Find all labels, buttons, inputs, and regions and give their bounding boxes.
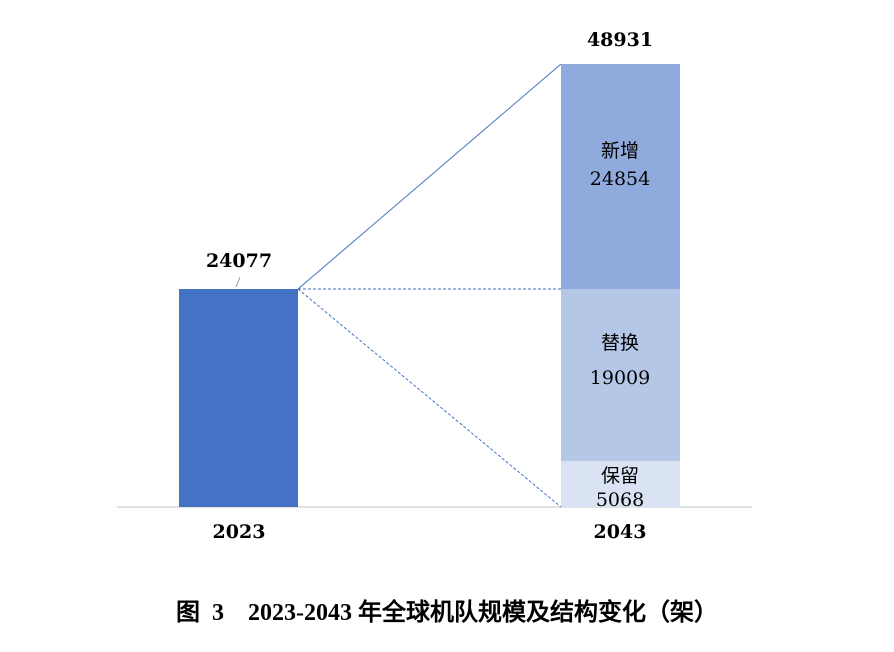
segment-value-retain: 5068 xyxy=(596,489,644,511)
segment-name-new: 新增 xyxy=(601,140,639,162)
segment-value-replace: 19009 xyxy=(590,367,650,389)
caption-text: 2023-2043 年全球机队规模及结构变化（架） xyxy=(248,600,718,626)
bar-2043-segment-0 xyxy=(561,461,680,507)
fleet-chart: 2023 2043 24077 48931 保留 5068 替换 19009 新… xyxy=(117,29,752,543)
total-label-2023: 24077 xyxy=(206,250,272,272)
caption-figure: 图 xyxy=(176,600,200,626)
segment-name-retain: 保留 xyxy=(601,465,639,487)
bar-2043-segment-2 xyxy=(561,64,680,290)
bar-2043-segment-1 xyxy=(561,289,680,462)
connector-line-top xyxy=(297,63,562,290)
bar-2023 xyxy=(179,289,298,507)
caption-number: 3 xyxy=(212,600,224,626)
connector-line-bottom xyxy=(297,288,562,508)
x-tick-2023: 2023 xyxy=(213,521,266,543)
segment-name-replace: 替换 xyxy=(601,332,639,354)
segment-value-new: 24854 xyxy=(590,168,650,190)
total-label-2043: 48931 xyxy=(587,29,653,51)
x-tick-2043: 2043 xyxy=(594,521,647,543)
label-leader-2023 xyxy=(235,276,241,288)
